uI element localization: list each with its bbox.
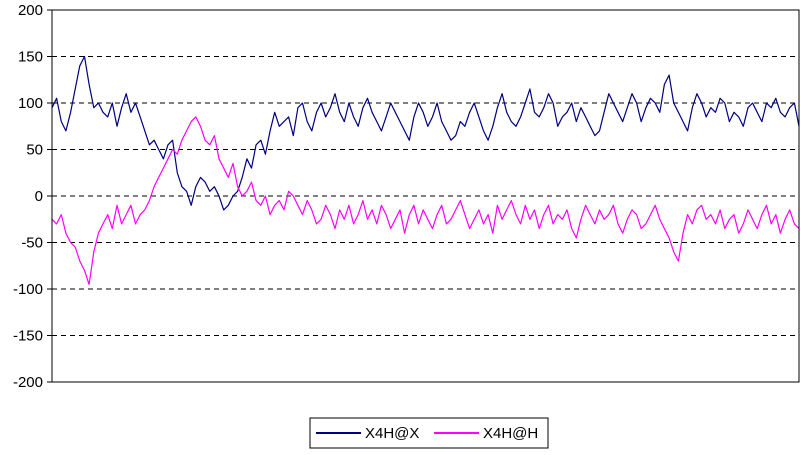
y-tick-label: 200: [18, 2, 43, 19]
y-tick-label: -150: [13, 328, 43, 345]
series-line-x4h-at-h: [51, 116, 800, 285]
y-axis: 200 150 100 50 0 -50 -100 -150 -200: [13, 2, 52, 391]
y-tick-label: -50: [21, 235, 43, 252]
legend-label: X4H@X: [365, 425, 419, 442]
legend: X4H@X X4H@H: [309, 417, 549, 449]
y-tick-label: -100: [13, 281, 43, 298]
y-tick-label: 100: [18, 95, 43, 112]
legend-label: X4H@H: [483, 425, 538, 442]
y-tick-label: 150: [18, 49, 43, 66]
y-tick-label: 0: [35, 188, 43, 205]
series-layer: [51, 55, 800, 285]
y-tick-label: 50: [26, 142, 43, 159]
y-tick-label: -200: [13, 374, 43, 391]
series-line-x4h-at-x: [51, 55, 800, 211]
grid-layer: [52, 56, 799, 336]
